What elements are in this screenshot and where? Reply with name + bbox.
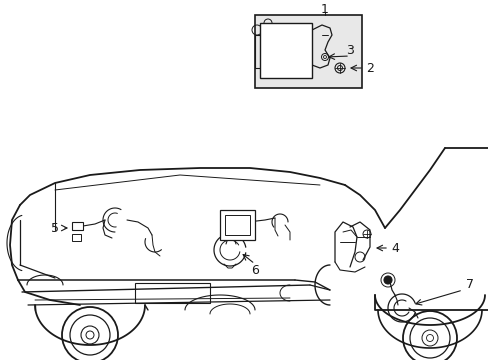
Circle shape	[426, 334, 433, 342]
Text: 6: 6	[250, 264, 259, 276]
Bar	[220, 210, 254, 240]
Text: 4: 4	[390, 242, 398, 255]
Bar	[224, 215, 249, 235]
Circle shape	[86, 331, 94, 339]
Text: 2: 2	[366, 62, 373, 75]
Circle shape	[383, 276, 391, 284]
Bar	[72, 222, 83, 230]
Bar	[72, 234, 81, 241]
Bar	[260, 23, 311, 78]
Text: 1: 1	[321, 3, 328, 15]
Bar	[135, 283, 209, 303]
Text: 5: 5	[51, 221, 59, 234]
Text: 7: 7	[465, 279, 473, 292]
Bar	[254, 15, 361, 88]
Text: 3: 3	[346, 44, 353, 57]
